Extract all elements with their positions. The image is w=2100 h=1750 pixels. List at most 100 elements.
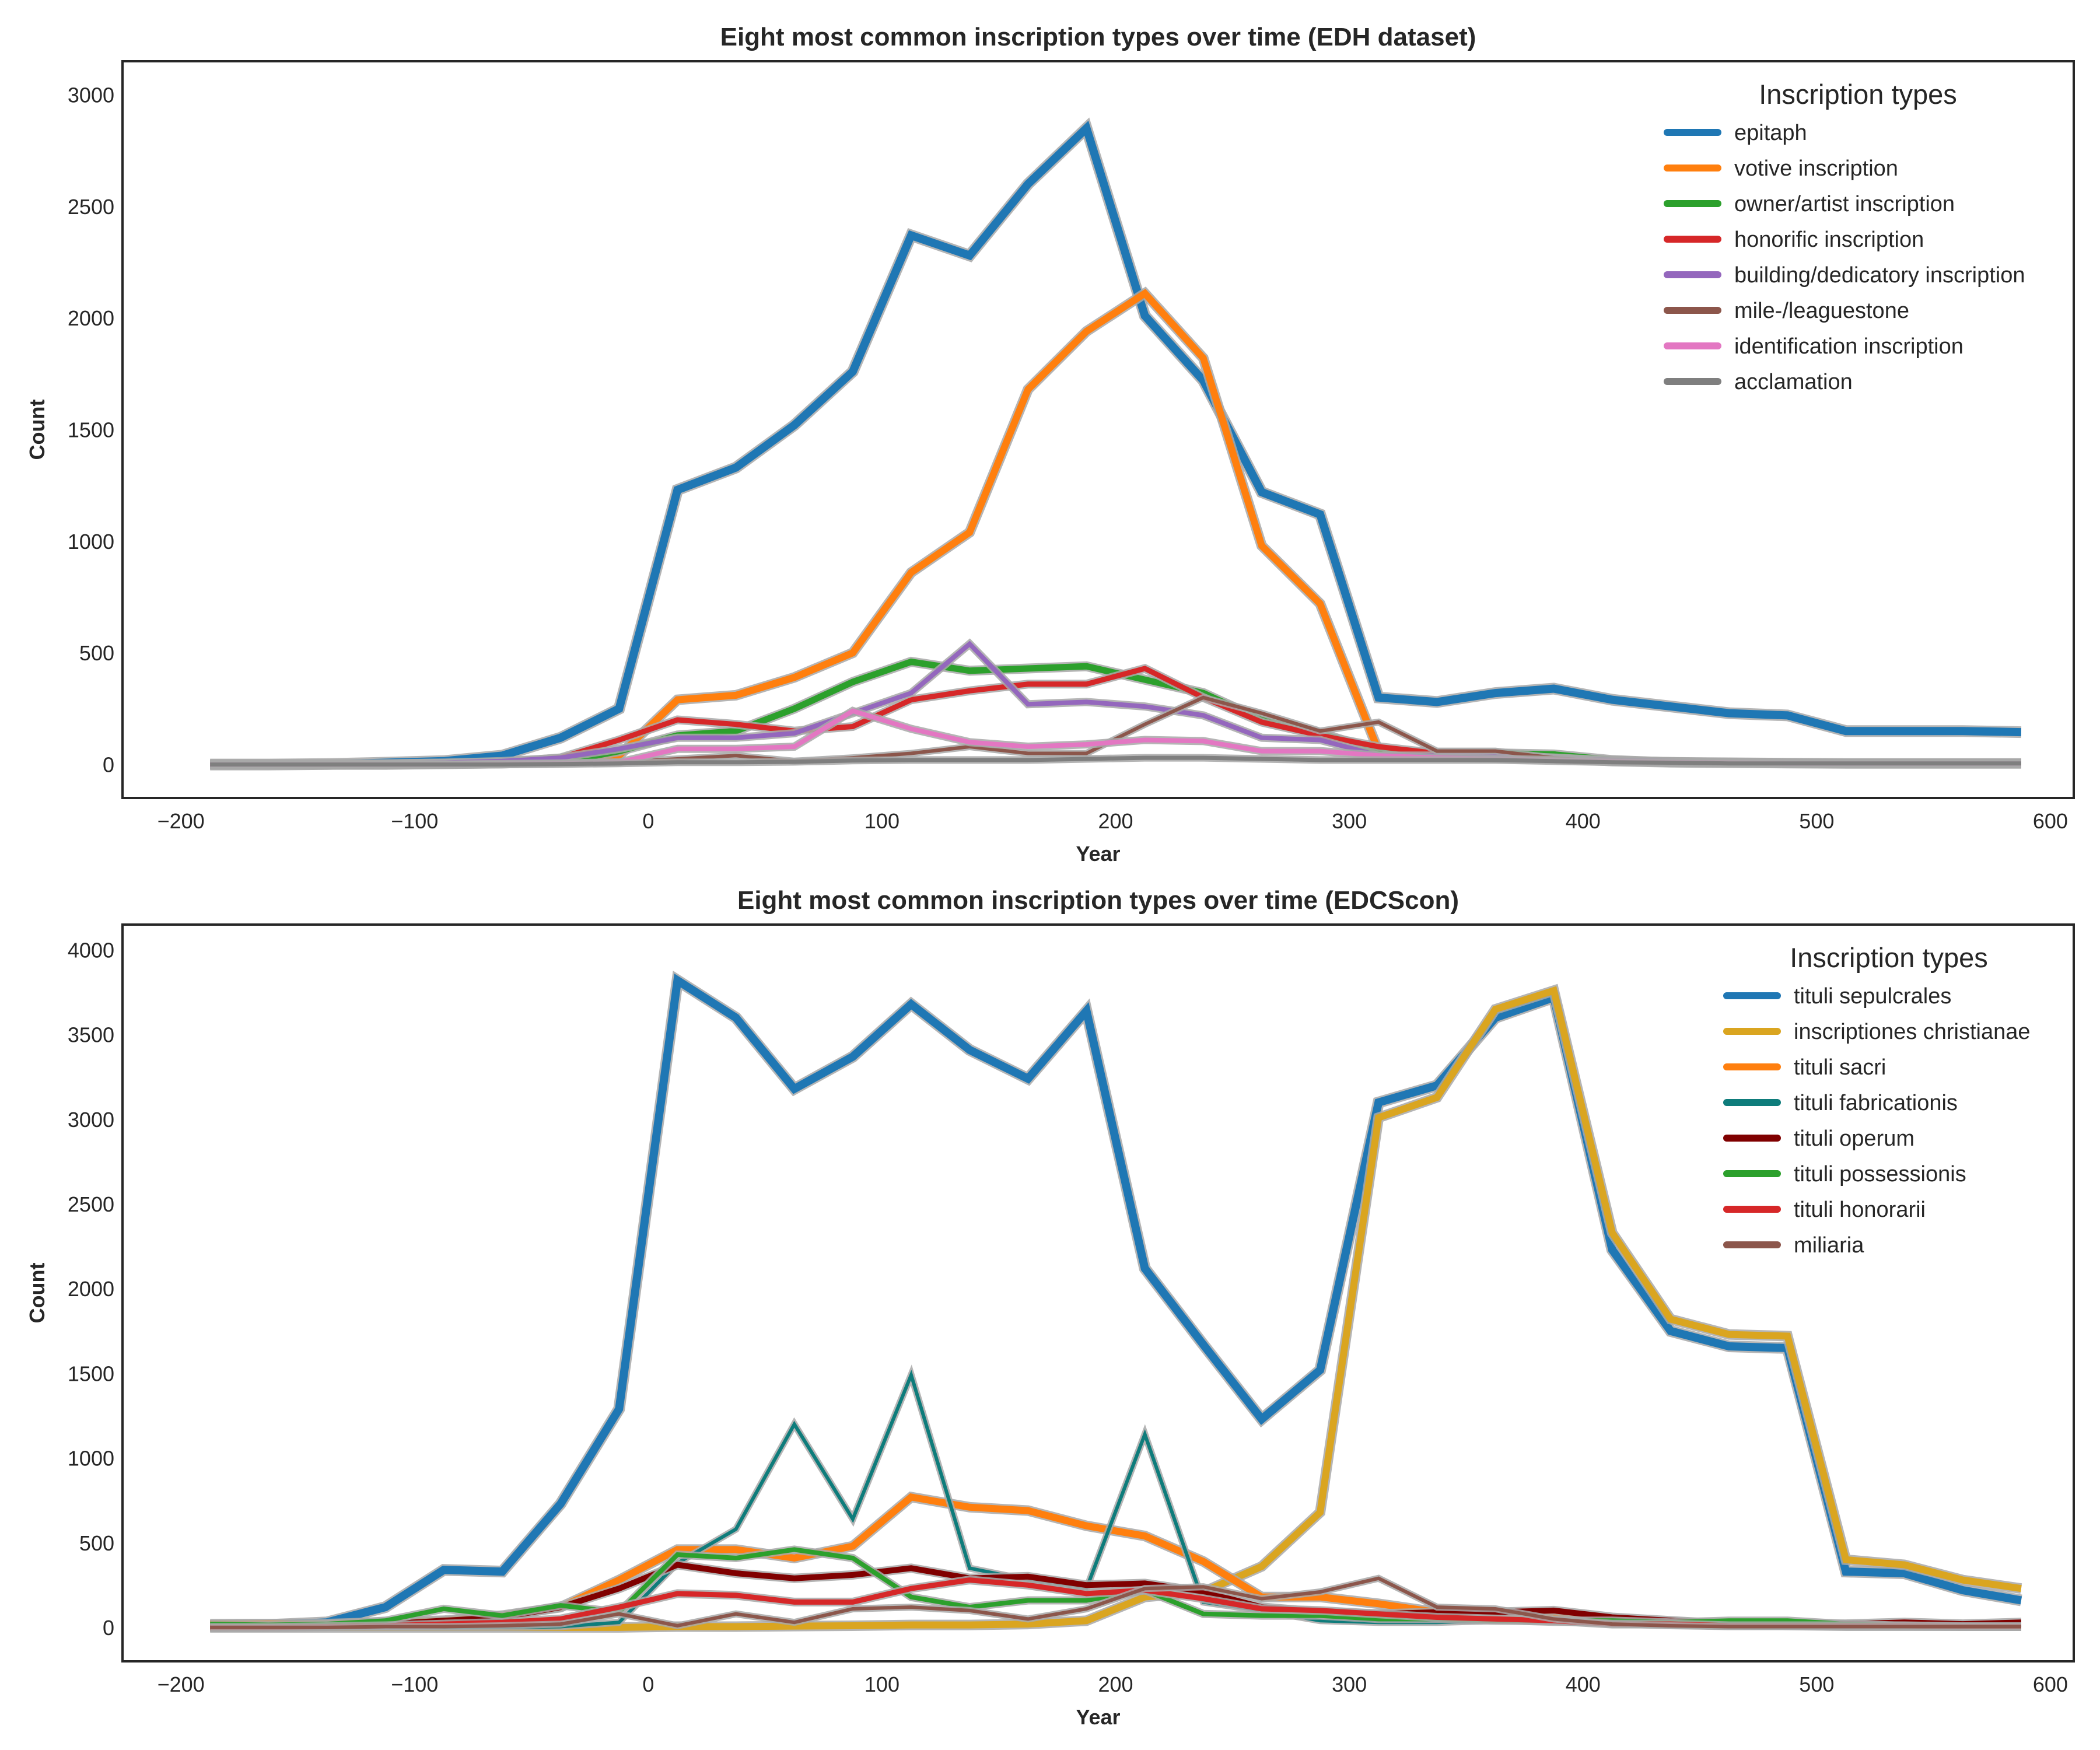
legend-item: tituli operum	[1723, 1126, 1915, 1151]
legend-label: building/dedicatory inscription	[1734, 263, 2025, 288]
x-tick-label: 400	[1566, 809, 1601, 833]
series-8	[210, 1574, 2021, 1631]
legend-label: inscriptiones christianae	[1794, 1020, 2031, 1044]
legend-label: tituli sacri	[1794, 1055, 1886, 1080]
y-tick-label: 1500	[68, 1362, 114, 1385]
y-axis-label: Count	[25, 400, 49, 460]
legend-item: tituli possessionis	[1723, 1162, 1966, 1186]
legend-label: tituli honorarii	[1794, 1198, 1926, 1222]
legend-item: inscriptiones christianae	[1723, 1020, 2031, 1044]
x-tick-label: 0	[642, 809, 654, 833]
plot-area	[210, 117, 2022, 771]
legend-item: epitaph	[1664, 121, 1807, 145]
series-line	[210, 755, 2021, 767]
x-tick-label: 100	[864, 1672, 900, 1696]
x-tick-label: 400	[1566, 1672, 1601, 1696]
legend-label: mile-/leaguestone	[1734, 299, 1909, 323]
legend-label: miliaria	[1794, 1233, 1864, 1258]
x-tick-label: 100	[864, 809, 900, 833]
x-tick-label: 0	[642, 1672, 654, 1696]
legend-label: tituli sepulcrales	[1794, 984, 1951, 1009]
legend-label: tituli possessionis	[1794, 1162, 1966, 1186]
legend-item: honorific inscription	[1664, 228, 1924, 252]
chart-2: Eight most common inscription types over…	[25, 886, 2075, 1729]
y-axis-label: Count	[25, 1263, 49, 1324]
series-1	[210, 970, 2022, 1632]
x-tick-label: 200	[1098, 1672, 1133, 1696]
y-tick-label: 2000	[68, 306, 114, 330]
series-band	[210, 286, 2021, 770]
x-tick-label: −200	[158, 1672, 205, 1696]
y-tick-label: 0	[103, 753, 114, 777]
legend-label: owner/artist inscription	[1734, 192, 1955, 216]
x-tick-label: 300	[1332, 1672, 1367, 1696]
x-axis: −200 −100 0 100 200 300 400 500 600 Year	[158, 809, 2068, 866]
y-tick-label: 3000	[68, 1108, 114, 1132]
legend-label: tituli fabricationis	[1794, 1091, 1958, 1115]
legend-item: owner/artist inscription	[1664, 192, 1955, 216]
x-axis-label: Year	[1076, 1705, 1120, 1729]
legend-title: Inscription types	[1790, 942, 1988, 973]
series-line	[210, 120, 2022, 769]
x-axis-label: Year	[1076, 842, 1120, 866]
legend-label: acclamation	[1734, 370, 1853, 394]
chart-title: Eight most common inscription types over…	[737, 886, 1459, 915]
x-axis: −200 −100 0 100 200 300 400 500 600 Year	[158, 1672, 2068, 1729]
series-1	[210, 117, 2022, 771]
series-line	[210, 1576, 2021, 1629]
plot-frame	[121, 60, 2075, 799]
series-2	[210, 286, 2021, 770]
series-line	[210, 974, 2022, 1630]
x-tick-label: 200	[1098, 809, 1133, 833]
y-tick-label: 1000	[68, 1447, 114, 1471]
y-tick-label: 500	[79, 641, 114, 665]
x-tick-label: −200	[158, 809, 205, 833]
y-axis: 0 500 1000 1500 2000 2500 3000 3500 4000 Count	[25, 939, 114, 1640]
y-tick-label: 3500	[68, 1023, 114, 1047]
legend-item: miliaria	[1723, 1233, 1864, 1258]
legend-label: votive inscription	[1734, 156, 1898, 181]
y-tick-label: 2000	[68, 1277, 114, 1301]
x-tick-label: 500	[1799, 809, 1834, 833]
x-tick-label: 500	[1799, 1672, 1834, 1696]
x-tick-label: −100	[391, 809, 438, 833]
legend-label: identification inscription	[1734, 334, 1964, 359]
y-axis: 0 500 1000 1500 2000 2500 3000 Count	[25, 83, 114, 776]
legend-item: votive inscription	[1664, 156, 1898, 181]
legend-label: tituli operum	[1794, 1126, 1915, 1151]
legend-title: Inscription types	[1759, 79, 1957, 110]
chart-1: Eight most common inscription types over…	[25, 23, 2075, 866]
legend-item: tituli sepulcrales	[1723, 984, 1951, 1009]
y-tick-label: 1000	[68, 530, 114, 554]
series-line	[210, 289, 2021, 768]
legend: Inscription types tituli sepulcrales inscr…	[1723, 942, 2031, 1258]
legend-item: tituli honorarii	[1723, 1198, 1926, 1222]
legend-item: identification inscription	[1664, 334, 1964, 359]
plot-frame	[121, 923, 2075, 1662]
legend-label: honorific inscription	[1734, 228, 1924, 252]
x-tick-label: −100	[391, 1672, 438, 1696]
legend-label: epitaph	[1734, 121, 1807, 145]
y-tick-label: 1500	[68, 418, 114, 442]
legend-item: tituli sacri	[1723, 1055, 1886, 1080]
legend-item: mile-/leaguestone	[1664, 299, 1909, 323]
legend-item: acclamation	[1664, 370, 1853, 394]
plot-area	[210, 970, 2022, 1633]
series-line	[210, 640, 2021, 767]
legend: Inscription types epitaph votive inscripti…	[1664, 79, 2025, 394]
y-tick-label: 2500	[68, 195, 114, 219]
y-tick-label: 0	[103, 1616, 114, 1640]
legend-item: tituli fabricationis	[1723, 1091, 1958, 1115]
x-tick-label: 600	[2033, 809, 2068, 833]
chart-title: Eight most common inscription types over…	[720, 23, 1476, 51]
series-8	[210, 754, 2021, 769]
y-tick-label: 3000	[68, 83, 114, 107]
y-tick-label: 500	[79, 1531, 114, 1555]
series-5	[210, 638, 2021, 769]
x-tick-label: 600	[2033, 1672, 2068, 1696]
legend-item: building/dedicatory inscription	[1664, 263, 2025, 288]
y-tick-label: 2500	[68, 1192, 114, 1216]
y-tick-label: 4000	[68, 939, 114, 963]
x-tick-label: 300	[1332, 809, 1367, 833]
